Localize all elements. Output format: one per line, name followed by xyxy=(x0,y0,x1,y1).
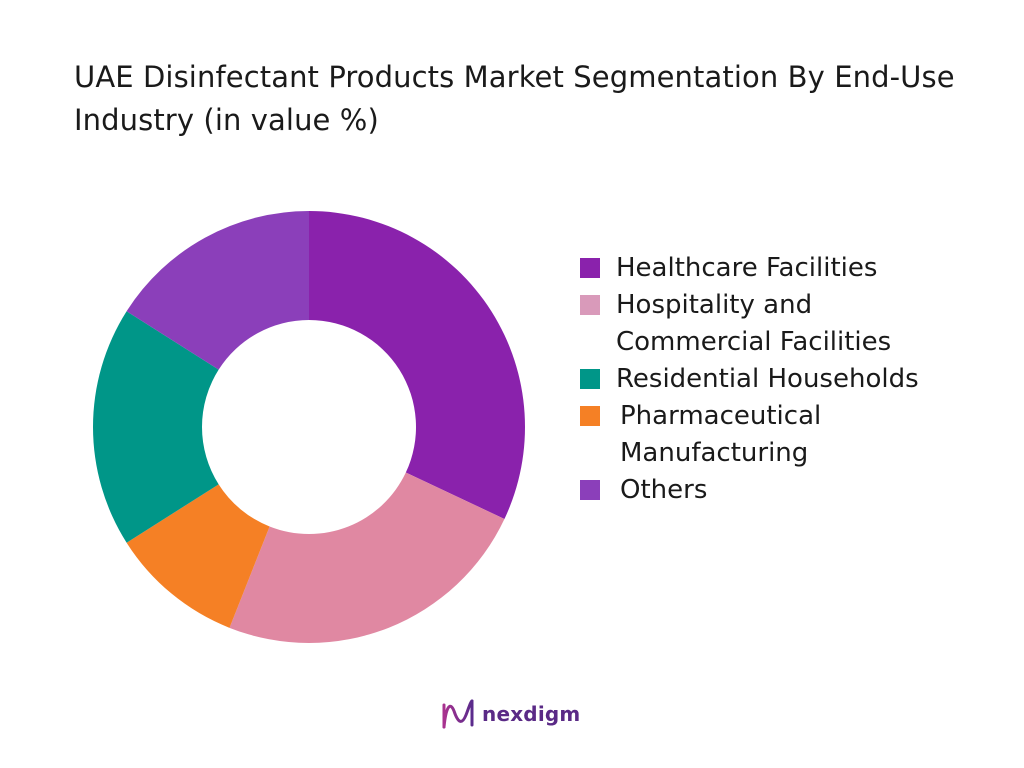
legend-item-residential: Residential Households xyxy=(580,361,1010,398)
nexdigm-logo-text: nexdigm xyxy=(482,702,581,726)
legend-item-hospitality: Hospitality and Commercial Facilities xyxy=(580,287,1010,361)
legend-item-healthcare: Healthcare Facilities xyxy=(580,250,1010,287)
donut-slice-residential xyxy=(93,311,219,543)
nexdigm-logo: nexdigm xyxy=(440,697,580,731)
legend-label-residential: Residential Households xyxy=(616,364,919,394)
donut-slice-pharmaceutical xyxy=(126,484,270,628)
legend-swatch-hospitality xyxy=(580,295,600,315)
legend-item-others: Others xyxy=(580,472,1010,509)
donut-slice-others xyxy=(126,211,309,370)
chart-title: UAE Disinfectant Products Market Segment… xyxy=(74,60,955,137)
legend-label-hospitality: Hospitality and Commercial Facilities xyxy=(616,290,892,357)
donut-slice-healthcare xyxy=(309,211,525,519)
legend-swatch-residential xyxy=(580,369,600,389)
legend-swatch-healthcare xyxy=(580,258,600,278)
legend: Healthcare Facilities Hospitality and Co… xyxy=(580,250,1010,509)
legend-swatch-others xyxy=(580,480,600,500)
legend-label-healthcare: Healthcare Facilities xyxy=(616,253,878,283)
donut-slice-hospitality xyxy=(229,472,505,643)
donut-slices xyxy=(93,211,525,643)
legend-swatch-pharmaceutical xyxy=(580,406,600,426)
legend-label-pharmaceutical: Pharmaceutical Manufacturing xyxy=(620,401,822,468)
legend-label-others: Others xyxy=(620,475,708,505)
legend-item-pharmaceutical: Pharmaceutical Manufacturing xyxy=(580,398,1010,472)
nexdigm-logo-icon xyxy=(442,699,474,729)
